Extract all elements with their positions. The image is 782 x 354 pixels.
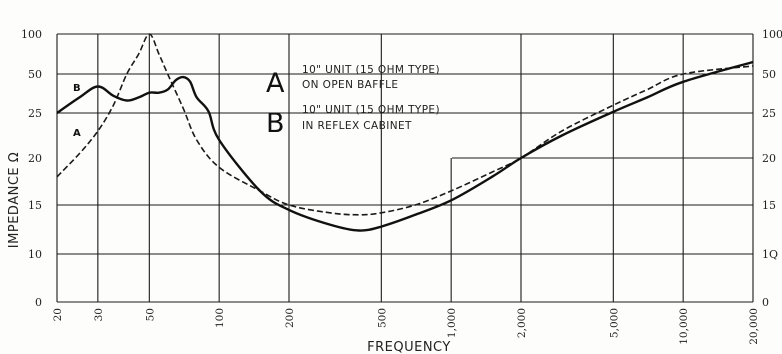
y-tick-label-right: 100 [762,28,782,41]
x-tick-label: 5,000 [608,308,620,338]
x-tick-label: 10,000 [678,308,690,345]
y-tick-label-right: 1Q [762,248,778,261]
legend-key-a: A [266,68,285,99]
grid [56,33,754,303]
legend-b-line1: 10" UNIT (15 OHM TYPE) [302,104,440,116]
y-tick-label-right: 50 [762,68,776,81]
series-label-b: B [73,83,81,94]
legend-key-b: B [266,108,285,139]
y-tick-label-right: 15 [762,199,776,212]
x-tick-label: 500 [376,308,388,328]
y-tick-label-left: 50 [28,68,42,81]
series-line-b [56,60,754,232]
legend-b-line2: IN REFLEX CABINET [302,120,412,132]
x-tick-label: 20,000 [748,308,760,345]
y-tick-label-right: 25 [762,107,776,120]
x-ticks: 20 30 50 100 200 500 1,000 2,000 5,000 10,000 20,0… [52,308,760,345]
series [56,33,754,232]
x-tick-label: 100 [214,308,226,328]
x-tick-label: 2,000 [516,308,528,338]
x-tick-label: 200 [284,308,296,328]
series-line-a [56,33,754,216]
y-tick-label-left: 0 [35,296,42,309]
y-axis-title: IMPEDANCE Ω [7,152,22,248]
y-tick-label-left: 20 [28,152,42,165]
y-tick-label-left: 25 [28,107,42,120]
legend-a-line2: ON OPEN BAFFLE [302,79,398,91]
x-tick-label: 20 [52,308,64,321]
series-label-a: A [73,128,81,139]
x-tick-label: 1,000 [446,308,458,338]
y-tick-label-left: 100 [21,28,42,41]
y-tick-label-left: 10 [28,248,42,261]
y-tick-label-right: 0 [762,296,769,309]
legend: A 10" UNIT (15 OHM TYPE) ON OPEN BAFFLE … [266,64,440,139]
x-axis-title: FREQUENCY [367,340,451,354]
y-tick-label-right: 20 [762,152,776,165]
x-tick-label: 30 [93,308,105,321]
y-tick-label-left: 15 [28,199,42,212]
x-tick-label: 50 [144,308,156,321]
legend-a-line1: 10" UNIT (15 OHM TYPE) [302,64,440,76]
